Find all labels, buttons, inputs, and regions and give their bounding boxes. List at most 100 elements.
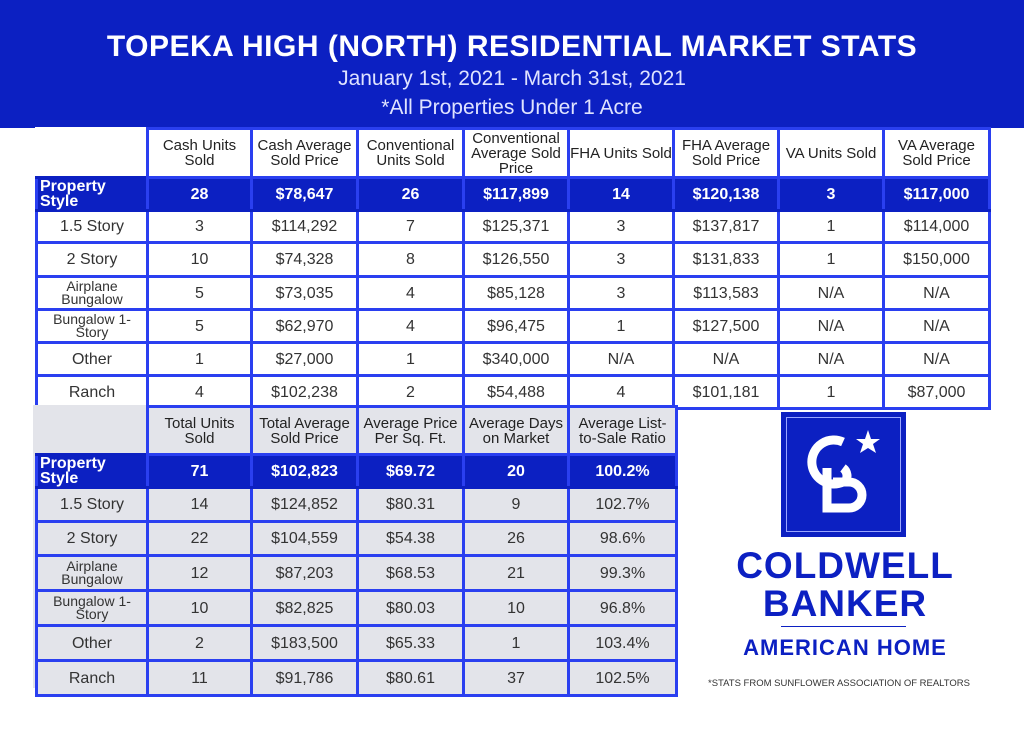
- data-cell: $127,500: [672, 308, 780, 344]
- column-header: Cash Average Sold Price: [250, 127, 359, 179]
- column-header: Average Price Per Sq. Ft.: [356, 405, 465, 456]
- source-footnote: *STATS FROM SUNFLOWER ASSOCIATION OF REA…: [708, 678, 970, 689]
- data-cell: $126,550: [462, 241, 570, 278]
- column-header: VA Units Sold: [777, 127, 885, 179]
- summary-stats-table: Total Units Sold Total Average Sold Price…: [35, 405, 678, 697]
- data-cell: 3: [567, 241, 675, 278]
- data-cell: 1: [777, 241, 885, 278]
- data-cell: 26: [462, 520, 570, 557]
- data-cell: $101,181: [672, 374, 780, 410]
- data-cell: 102.5%: [567, 659, 678, 697]
- data-cell: $82,825: [250, 589, 359, 627]
- data-cell: $104,559: [250, 520, 359, 557]
- data-cell: $124,852: [250, 486, 359, 523]
- data-cell: 4: [146, 374, 253, 410]
- data-cell: $65.33: [356, 624, 465, 662]
- data-cell: $114,292: [250, 209, 359, 244]
- data-cell: 11: [146, 659, 253, 697]
- row-label: 1.5 Story: [35, 486, 149, 523]
- blank-corner: [37, 129, 148, 178]
- data-cell: $137,817: [672, 209, 780, 244]
- row-label: 2 Story: [35, 520, 149, 557]
- data-cell: N/A: [777, 275, 885, 311]
- total-cell: 20: [462, 453, 570, 489]
- total-cell: 71: [146, 453, 253, 489]
- table-row: 2 Story 22 $104,559 $54.38 26 98.6%: [35, 520, 678, 557]
- brand-line-1: COLDWELL: [736, 545, 954, 586]
- data-cell: 10: [146, 589, 253, 627]
- data-cell: 99.3%: [567, 554, 678, 592]
- data-cell: $80.31: [356, 486, 465, 523]
- table-row: Ranch 4 $102,238 2 $54,488 4 $101,181 1 $87,000: [35, 374, 991, 410]
- data-cell: $62,970: [250, 308, 359, 344]
- total-cell: $78,647: [250, 176, 359, 212]
- total-cell: $102,823: [250, 453, 359, 489]
- brand-line-3: AMERICAN HOME: [743, 635, 947, 660]
- data-cell: N/A: [882, 341, 991, 377]
- row-label: Bungalow 1-Story: [35, 589, 149, 627]
- blank-corner: [36, 406, 148, 455]
- total-row: Property Style 28 $78,647 26 $117,899 14 $120,…: [35, 176, 991, 212]
- acreage-note: *All Properties Under 1 Acre: [381, 96, 643, 119]
- data-cell: 7: [356, 209, 465, 244]
- data-cell: 1: [356, 341, 465, 377]
- table-row: Airplane Bungalow 12 $87,203 $68.53 21 99.3%: [35, 554, 678, 592]
- page-title: TOPEKA HIGH (NORTH) RESIDENTIAL MARKET S…: [106, 30, 918, 63]
- data-cell: 5: [146, 308, 253, 344]
- data-cell: N/A: [777, 308, 885, 344]
- data-cell: $27,000: [250, 341, 359, 377]
- column-header: Conventional Units Sold: [356, 127, 465, 179]
- column-header: Average Days on Market: [462, 405, 570, 456]
- total-row: Property Style 71 $102,823 $69.72 20 100.2%: [35, 453, 678, 489]
- data-cell: 103.4%: [567, 624, 678, 662]
- data-cell: 4: [356, 275, 465, 311]
- data-cell: 1: [777, 209, 885, 244]
- data-cell: 12: [146, 554, 253, 592]
- data-cell: 3: [567, 209, 675, 244]
- row-label: Ranch: [35, 374, 149, 410]
- data-cell: N/A: [882, 275, 991, 311]
- data-cell: 10: [146, 241, 253, 278]
- data-cell: 5: [146, 275, 253, 311]
- row-label: Airplane Bungalow: [35, 275, 149, 311]
- data-cell: 10: [462, 589, 570, 627]
- data-cell: 2: [146, 624, 253, 662]
- data-cell: $68.53: [356, 554, 465, 592]
- total-cell: $117,899: [462, 176, 570, 212]
- total-cell: 3: [777, 176, 885, 212]
- data-cell: $96,475: [462, 308, 570, 344]
- loan-type-stats-table: Cash Units Sold Cash Average Sold Price Co…: [35, 127, 991, 410]
- data-cell: $74,328: [250, 241, 359, 278]
- data-cell: 4: [567, 374, 675, 410]
- title-banner: TOPEKA HIGH (NORTH) RESIDENTIAL MARKET S…: [0, 0, 1024, 128]
- data-cell: $73,035: [250, 275, 359, 311]
- row-label: Property Style: [35, 176, 149, 212]
- row-label: Airplane Bungalow: [35, 554, 149, 592]
- data-cell: 1: [462, 624, 570, 662]
- table-row: 2 Story 10 $74,328 8 $126,550 3 $131,833 1 $150,…: [35, 241, 991, 278]
- data-cell: $340,000: [462, 341, 570, 377]
- coldwell-banker-logo-icon: [781, 412, 906, 537]
- total-cell: 14: [567, 176, 675, 212]
- row-label: Other: [35, 341, 149, 377]
- data-cell: $125,371: [462, 209, 570, 244]
- total-cell: $120,138: [672, 176, 780, 212]
- data-cell: $131,833: [672, 241, 780, 278]
- total-cell: 100.2%: [567, 453, 678, 489]
- data-cell: $183,500: [250, 624, 359, 662]
- data-cell: 98.6%: [567, 520, 678, 557]
- data-cell: 3: [567, 275, 675, 311]
- data-cell: 22: [146, 520, 253, 557]
- data-cell: 9: [462, 486, 570, 523]
- data-cell: 14: [146, 486, 253, 523]
- data-cell: $91,786: [250, 659, 359, 697]
- data-cell: N/A: [567, 341, 675, 377]
- data-cell: 2: [356, 374, 465, 410]
- data-cell: $80.61: [356, 659, 465, 697]
- total-cell: 28: [146, 176, 253, 212]
- column-header: Total Units Sold: [146, 405, 253, 456]
- row-label: Property Style: [35, 453, 149, 489]
- table-row: Other 2 $183,500 $65.33 1 103.4%: [35, 624, 678, 662]
- column-header: VA Average Sold Price: [882, 127, 991, 179]
- data-cell: N/A: [672, 341, 780, 377]
